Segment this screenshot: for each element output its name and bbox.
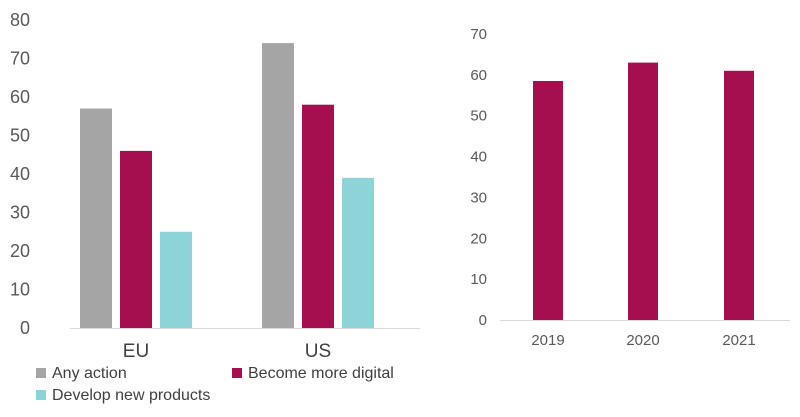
bar-eu-1 — [120, 150, 152, 328]
bar-2020 — [628, 62, 658, 320]
right-y-axis: 0 10 20 30 40 50 60 70 — [470, 26, 487, 329]
legend-label-2: Develop new products — [52, 387, 210, 404]
bar-2019 — [533, 80, 563, 320]
y-tick-label: 50 — [470, 108, 487, 125]
y-tick-label: 60 — [10, 87, 30, 107]
y-tick-label: 50 — [10, 126, 30, 146]
y-tick-label: 0 — [479, 312, 487, 329]
y-tick-label: 70 — [470, 26, 487, 43]
bar-2021 — [724, 70, 754, 321]
bar-us-0 — [262, 43, 294, 328]
left-chart: 0 10 20 30 40 50 60 70 80 EU US Any action Become … — [10, 10, 420, 404]
y-tick-label: 10 — [10, 280, 30, 300]
y-tick-label: 80 — [10, 10, 30, 30]
bar-us-1 — [302, 104, 334, 328]
left-x-axis: EU US — [123, 341, 331, 362]
y-tick-label: 0 — [20, 318, 30, 338]
legend-swatch-2 — [36, 390, 46, 400]
y-tick-label: 20 — [10, 241, 30, 261]
legend: Any action Become more digital Develop new… — [36, 365, 394, 404]
x-tick-label: EU — [123, 341, 149, 362]
legend-label-0: Any action — [52, 365, 127, 382]
left-y-axis: 0 10 20 30 40 50 60 70 80 — [10, 10, 30, 338]
bar-eu-2 — [160, 231, 192, 328]
right-x-axis: 2019 2020 2021 — [531, 332, 755, 349]
bar-eu-0 — [80, 108, 112, 328]
y-tick-label: 10 — [470, 271, 487, 288]
bar-us-2 — [342, 177, 374, 328]
y-tick-label: 20 — [470, 230, 487, 247]
left-bars — [80, 43, 374, 328]
y-tick-label: 40 — [470, 149, 487, 166]
y-tick-label: 30 — [10, 203, 30, 223]
legend-swatch-1 — [232, 368, 242, 378]
y-tick-label: 70 — [10, 49, 30, 69]
right-bars — [533, 62, 754, 321]
x-tick-label: 2020 — [626, 332, 659, 349]
legend-swatch-0 — [36, 368, 46, 378]
y-tick-label: 60 — [470, 67, 487, 84]
x-tick-label: US — [305, 341, 331, 362]
x-tick-label: 2021 — [722, 332, 755, 349]
y-tick-label: 30 — [470, 189, 487, 206]
right-chart: 0 10 20 30 40 50 60 70 2019 2020 2021 — [470, 26, 790, 349]
legend-label-1: Become more digital — [248, 365, 394, 382]
y-tick-label: 40 — [10, 164, 30, 184]
x-tick-label: 2019 — [531, 332, 564, 349]
